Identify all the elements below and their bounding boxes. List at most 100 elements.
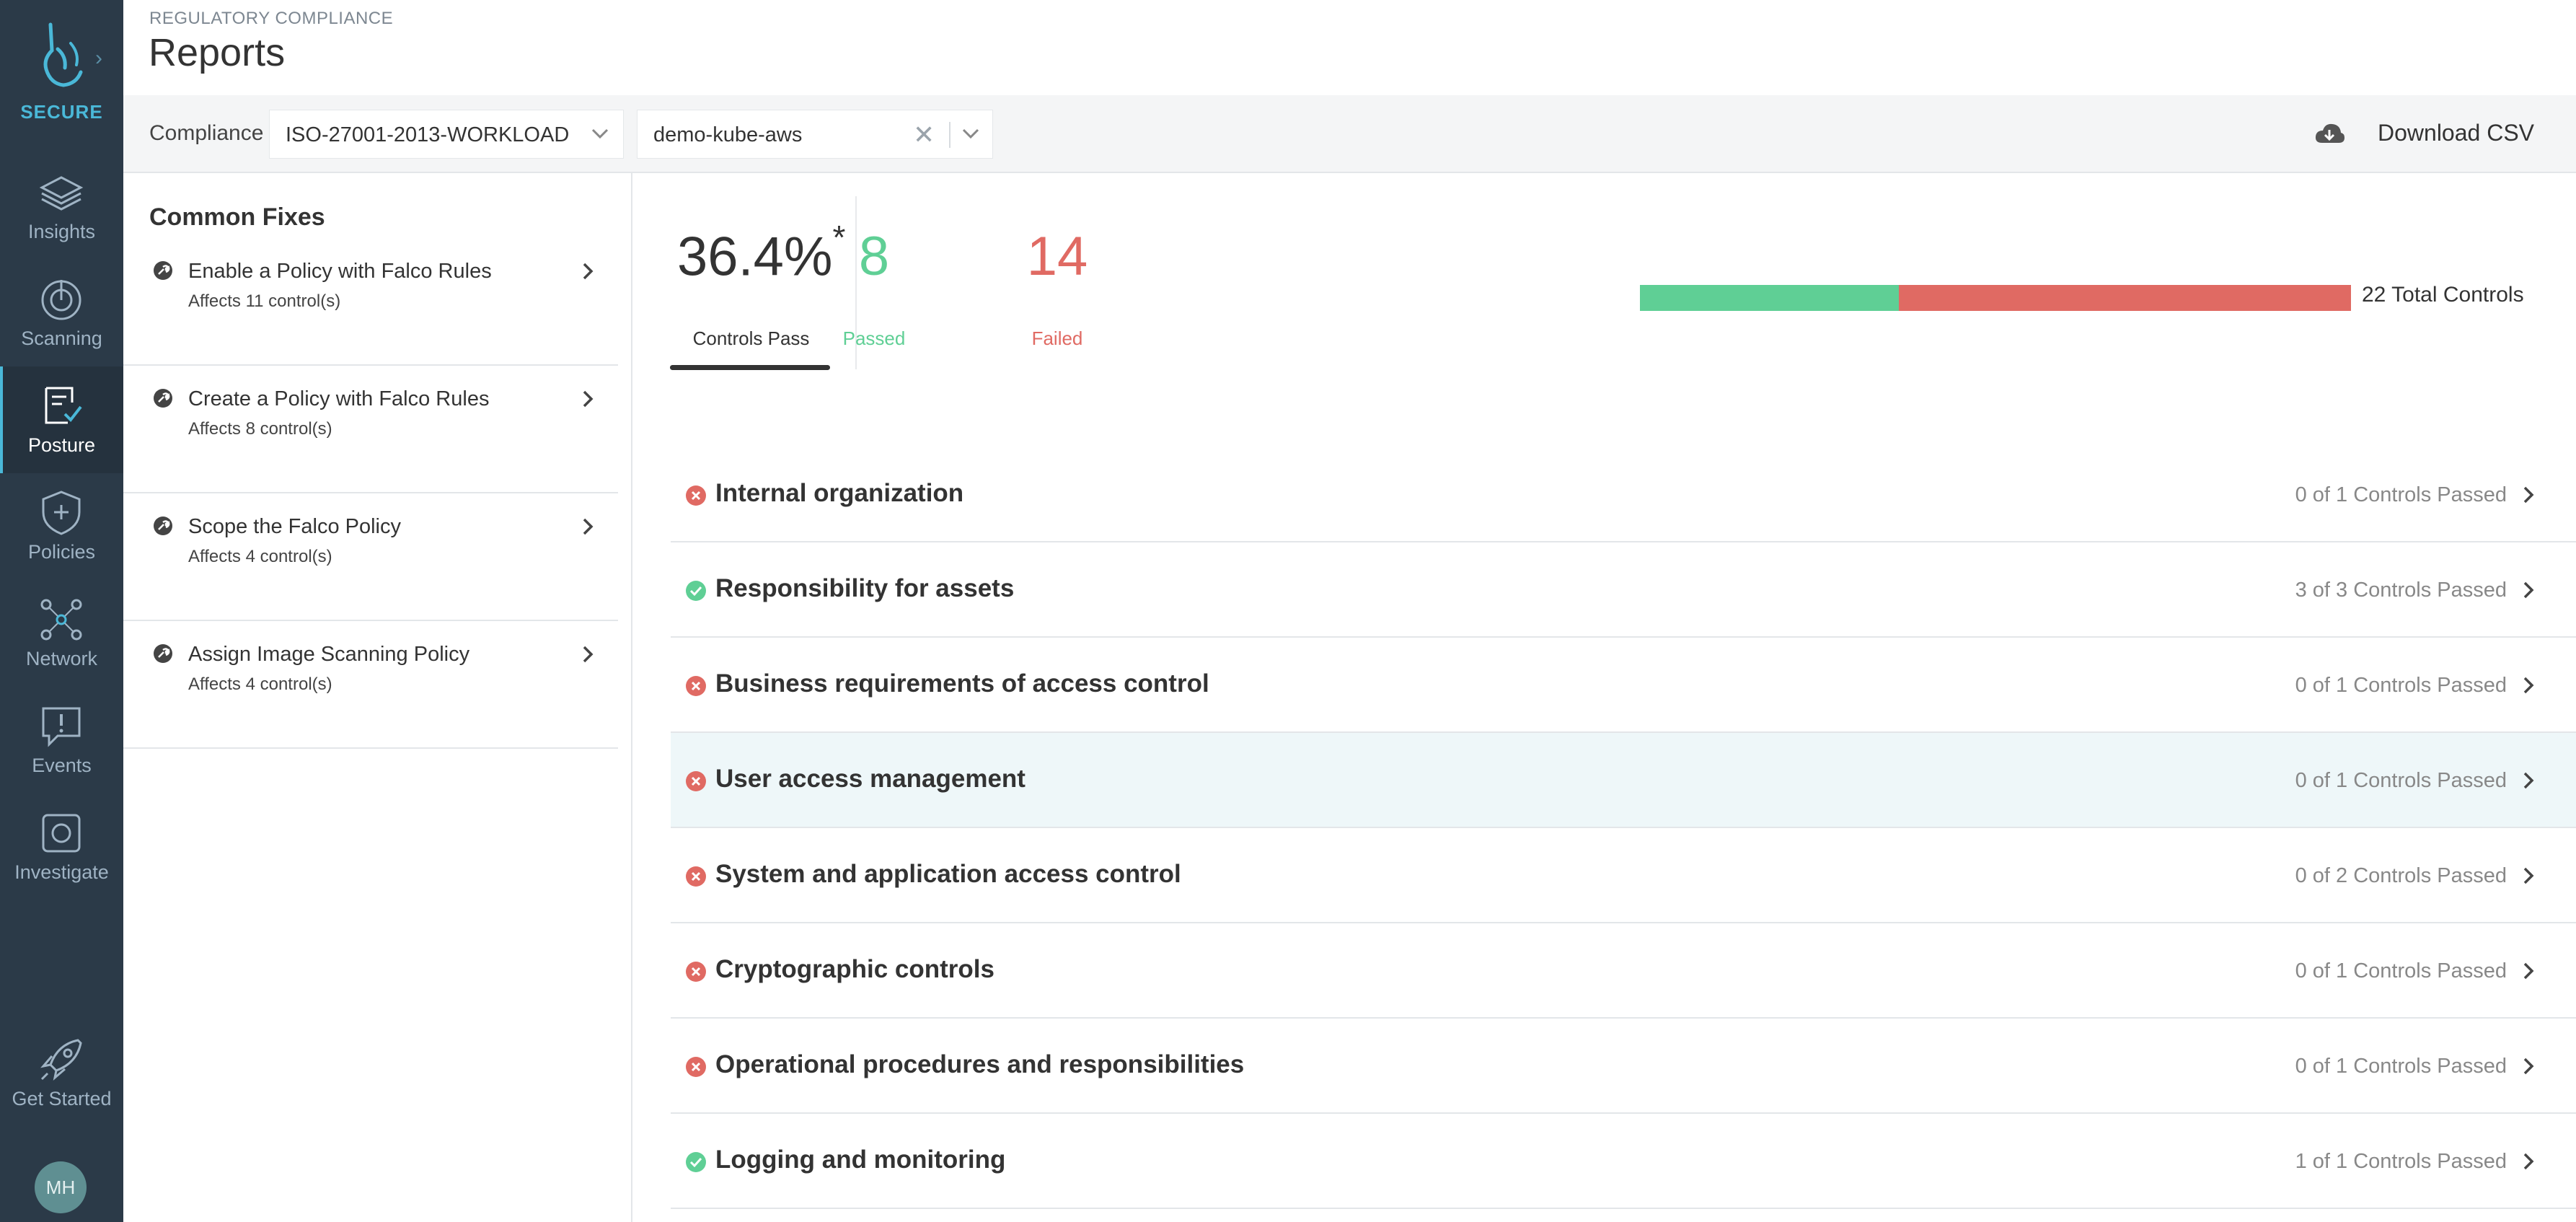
- download-csv-button[interactable]: Download CSV: [2303, 117, 2534, 151]
- nav-item-posture[interactable]: Posture: [0, 366, 123, 473]
- control-section-row[interactable]: Internal organization 0 of 1 Controls Pas…: [671, 447, 2576, 542]
- section-controls-passed: 0 of 1 Controls Passed: [2295, 674, 2507, 697]
- section-controls-passed: 0 of 1 Controls Passed: [2295, 1055, 2507, 1078]
- section-name: User access management: [715, 765, 1025, 793]
- progress-bar-passed: [1640, 285, 1899, 311]
- chevron-right-icon: [583, 390, 594, 408]
- chevron-down-icon[interactable]: [956, 119, 985, 148]
- chevron-right-icon: [2523, 1153, 2534, 1170]
- chevron-right-icon: [583, 518, 594, 535]
- wrench-icon: [154, 261, 172, 280]
- controls-pass-tab[interactable]: Controls Pass: [692, 328, 810, 349]
- control-section-row[interactable]: User access management 0 of 1 Controls Pa…: [671, 733, 2576, 828]
- nav-item-network[interactable]: Network: [0, 580, 123, 687]
- wrench-icon: [154, 644, 172, 663]
- failed-label: Failed: [1031, 328, 1083, 349]
- user-avatar[interactable]: MH: [35, 1161, 87, 1213]
- control-section-row[interactable]: Responsibility for assets 3 of 3 Controls…: [671, 542, 2576, 638]
- fix-item[interactable]: Scope the Falco Policy Affects 4 control…: [123, 493, 618, 621]
- section-name: Responsibility for assets: [715, 574, 1015, 602]
- section-controls-passed: 0 of 1 Controls Passed: [2295, 959, 2507, 983]
- fix-affects: Affects 11 control(s): [188, 291, 341, 311]
- control-section-row[interactable]: Cryptographic controls 0 of 1 Controls Pa…: [671, 923, 2576, 1019]
- section-controls-passed: 0 of 2 Controls Passed: [2295, 864, 2507, 887]
- brand-label: SECURE: [20, 101, 103, 123]
- pass-percentage-value: 36.4%: [677, 226, 833, 288]
- nav-item-policies[interactable]: Policies: [0, 473, 123, 580]
- nav-label-insights: Insights: [27, 221, 96, 242]
- section-controls-passed: 1 of 1 Controls Passed: [2295, 1150, 2507, 1173]
- common-fixes-panel: Common Fixes Enable a Policy with Falco …: [123, 173, 632, 1222]
- control-section-row[interactable]: Operational procedures and responsibilit…: [671, 1019, 2576, 1114]
- error-circle-icon: [686, 866, 706, 887]
- error-circle-icon: [686, 1057, 706, 1077]
- nav-item-events[interactable]: Events: [0, 687, 123, 794]
- chevron-right-icon: [2523, 677, 2534, 694]
- clear-icon[interactable]: ✕: [913, 120, 935, 149]
- fix-affects: Affects 4 control(s): [188, 674, 332, 694]
- compliance-standard-value: ISO-27001-2013-WORKLOAD: [286, 123, 570, 146]
- check-circle-icon: [686, 581, 706, 601]
- capture-icon: [42, 814, 81, 853]
- cluster-value: demo-kube-aws: [653, 123, 803, 146]
- chevron-right-icon: [2523, 867, 2534, 884]
- error-circle-icon: [686, 771, 706, 791]
- fix-affects: Affects 8 control(s): [188, 419, 332, 439]
- nav-label-policies: Policies: [27, 541, 96, 563]
- chevron-right-icon: [2523, 772, 2534, 789]
- fix-item[interactable]: Assign Image Scanning Policy Affects 4 c…: [123, 621, 618, 749]
- section-name: Internal organization: [715, 479, 964, 507]
- nav-item-get-started[interactable]: Get Started: [0, 1020, 123, 1127]
- fix-item[interactable]: Create a Policy with Falco Rules Affects…: [123, 366, 618, 493]
- chevron-right-icon: [2523, 486, 2534, 504]
- rocket-icon: [40, 1039, 82, 1081]
- clipboard-check-icon: [45, 387, 82, 424]
- passed-count[interactable]: 8: [858, 226, 890, 287]
- control-section-row[interactable]: Business requirements of access control 0…: [671, 638, 2576, 733]
- compliance-standard-select[interactable]: ISO-27001-2013-WORKLOAD: [269, 110, 624, 159]
- nav-label-investigate: Investigate: [14, 861, 109, 883]
- expand-chevron-icon[interactable]: ›: [95, 46, 102, 70]
- nav-item-insights[interactable]: Insights: [0, 153, 123, 260]
- section-name: Logging and monitoring: [715, 1146, 1006, 1174]
- section-controls-passed: 0 of 1 Controls Passed: [2295, 769, 2507, 792]
- layers-icon: [39, 176, 84, 211]
- control-section-row[interactable]: System and application access control 0 o…: [671, 828, 2576, 923]
- pass-percentage: 36.4%*: [677, 219, 845, 288]
- shield-plus-icon: [42, 491, 81, 535]
- fix-title: Create a Policy with Falco Rules: [188, 387, 490, 410]
- chevron-right-icon: [583, 263, 594, 280]
- chevron-right-icon: [2523, 581, 2534, 599]
- control-section-row[interactable]: Logging and monitoring 1 of 1 Controls Pa…: [671, 1114, 2576, 1209]
- section-name: System and application access control: [715, 860, 1181, 888]
- sysdig-logo-icon: [43, 22, 83, 87]
- cloud-download-icon: [2315, 123, 2345, 143]
- common-fixes-title: Common Fixes: [149, 203, 325, 231]
- wrench-icon: [154, 389, 172, 408]
- nav-label-network: Network: [25, 648, 98, 669]
- cluster-select[interactable]: demo-kube-aws ✕: [637, 110, 993, 159]
- fix-title: Assign Image Scanning Policy: [188, 643, 470, 666]
- active-tab-underline: [670, 365, 830, 370]
- nav-item-investigate[interactable]: Investigate: [0, 794, 123, 900]
- error-circle-icon: [686, 485, 706, 506]
- footnote-asterisk: *: [832, 219, 846, 256]
- chevron-right-icon: [2523, 1058, 2534, 1075]
- page-title: Reports: [149, 31, 286, 74]
- sidebar: › SECURE Insights Scanning Posture: [0, 0, 123, 1222]
- check-circle-icon: [686, 1152, 706, 1172]
- nav-item-scanning[interactable]: Scanning: [0, 260, 123, 366]
- fix-title: Enable a Policy with Falco Rules: [188, 260, 492, 283]
- fix-title: Scope the Falco Policy: [188, 515, 401, 538]
- brand[interactable]: › SECURE: [0, 0, 123, 137]
- nav-label-get-started: Get Started: [12, 1088, 112, 1109]
- failed-count[interactable]: 14: [1026, 226, 1088, 287]
- chevron-down-icon[interactable]: [586, 119, 614, 148]
- error-circle-icon: [686, 676, 706, 696]
- compliance-label: Compliance: [149, 121, 264, 145]
- total-controls-label: 22 Total Controls: [2362, 283, 2524, 307]
- error-circle-icon: [686, 962, 706, 982]
- select-separator: [949, 122, 950, 148]
- section-name: Cryptographic controls: [715, 955, 994, 983]
- fix-item[interactable]: Enable a Policy with Falco Rules Affects…: [123, 238, 618, 366]
